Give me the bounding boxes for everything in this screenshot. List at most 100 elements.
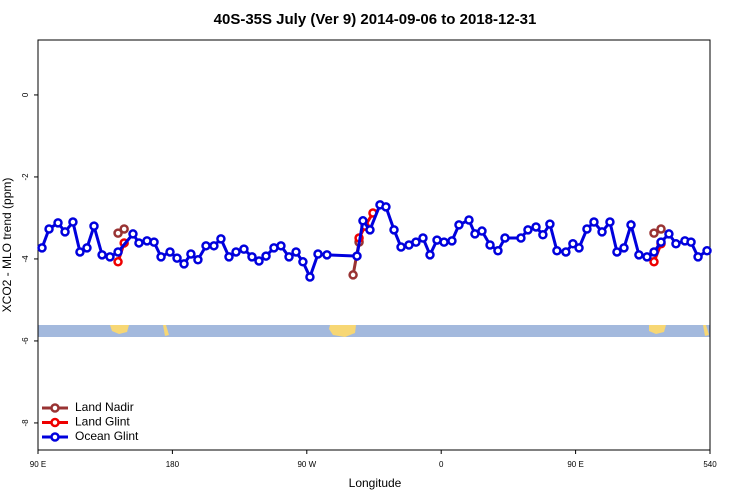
data-point [612,247,622,257]
legend-marker [50,432,60,442]
data-point [247,252,257,262]
legend-marker [50,417,60,428]
data-point [254,256,264,266]
data-point [179,259,189,269]
y-tick-label: 0 [21,92,30,97]
data-point [582,224,592,234]
data-point [305,272,315,282]
data-point [209,241,219,251]
data-point [634,250,644,260]
data-point [149,237,159,247]
data-point [516,233,526,243]
data-point [165,247,175,257]
data-point [239,244,249,254]
data-point [231,247,241,257]
x-tick-label: 0 [439,460,444,469]
data-point [477,226,487,236]
data-point [686,237,696,247]
data-point [201,241,211,251]
data-point [113,247,123,257]
x-tick-label: 180 [166,460,180,469]
data-point [656,237,666,247]
data-point [523,225,533,235]
data-point [597,227,607,237]
data-point [44,224,54,234]
x-tick-label: 540 [703,460,717,469]
data-point [702,245,712,256]
data-point [418,233,428,243]
data-point [128,229,138,239]
data-point [561,247,571,257]
plot-frame [37,39,711,451]
data-point [545,219,555,229]
data-point [656,224,666,234]
data-point [464,215,474,225]
y-axis-label: XCO2 - MLO trend (ppm) [0,178,14,313]
land-shape [163,325,169,336]
data-point [649,228,659,238]
y-tick-label: -6 [21,337,30,345]
data-point [574,243,584,253]
data-point [605,217,615,227]
data-point [693,252,703,262]
data-point [216,234,226,244]
data-point [89,221,99,231]
data-point [352,251,362,261]
land-shape [703,325,709,336]
data-point [156,252,166,262]
data-point [97,250,107,260]
legend-label: Land Nadir [75,400,134,414]
legend-marker [50,403,60,413]
data-point [552,245,562,256]
data-point [82,243,92,253]
data-point [261,251,271,261]
data-point [348,270,358,280]
data-point [298,257,308,267]
data-point [626,220,636,230]
chart-title: 40S-35S July (Ver 9) 2014-09-06 to 2018-… [214,11,537,28]
x-tick-label: 90 E [567,460,583,469]
data-point [186,249,196,259]
data-point [649,257,659,267]
data-point [113,257,123,267]
data-point [172,253,182,263]
legend-label: Land Glint [75,415,130,429]
data-point [284,252,294,262]
data-point [589,217,599,227]
data-point [381,202,391,212]
land-shape [649,325,666,334]
map-strip [38,325,710,337]
data-point [619,243,629,253]
data-point [447,236,457,246]
land-shape [329,325,356,337]
data-point [37,243,47,253]
data-point [531,222,541,232]
data-point [53,218,63,228]
data-point [642,252,652,262]
data-point [105,252,115,262]
data-point [538,230,548,240]
data-point [649,247,659,257]
data-point [365,225,375,235]
data-point [671,239,681,249]
data-point [389,225,399,235]
data-point [291,247,301,257]
data-point [276,241,286,251]
y-tick-label: -4 [21,255,30,263]
data-point [493,245,503,256]
data-point [313,249,323,259]
land-shape [110,325,129,334]
data-point [485,240,495,250]
y-tick-label: -8 [21,419,30,427]
data-point [500,233,510,243]
data-point [425,250,435,260]
x-tick-label: 90 E [30,460,46,469]
data-point [358,216,368,226]
data-point [113,228,123,238]
data-point [119,224,129,234]
data-point [322,250,332,260]
data-point [224,252,234,262]
x-tick-label: 90 W [297,460,316,469]
data-point [454,220,464,230]
